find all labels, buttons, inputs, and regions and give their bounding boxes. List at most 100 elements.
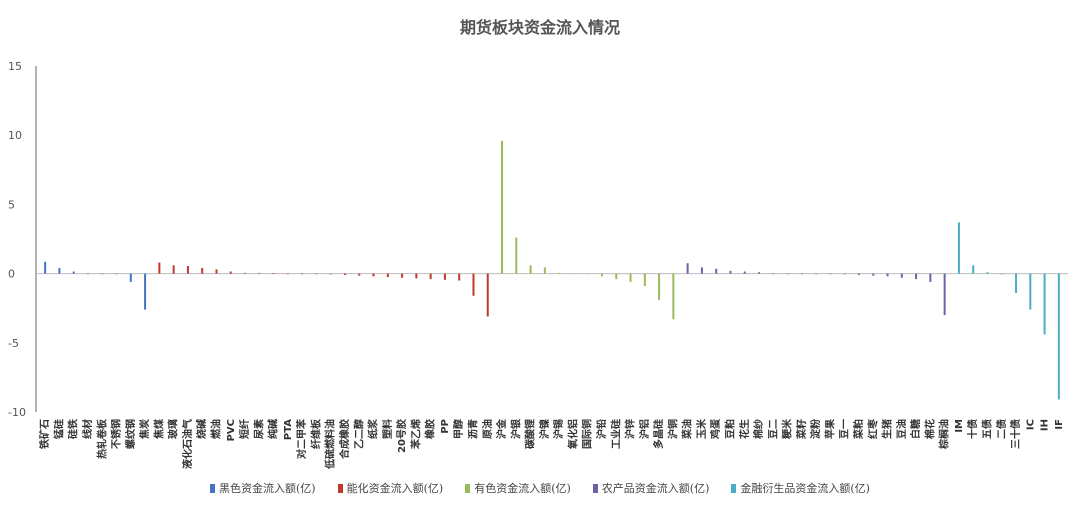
x-tick-label: 焦煤: [152, 419, 165, 440]
x-tick-label: 线材: [81, 419, 94, 439]
x-tick-label: 玉米: [695, 418, 708, 439]
x-tick-label: 豆粕: [723, 419, 736, 439]
bar: [986, 272, 989, 274]
bar: [786, 273, 789, 275]
x-tick-labels: 铁矿石 锰硅 硅铁 线材 热轧卷板 不锈钢 螺纹钢 焦炭 焦煤 玻璃 液化石油气 烧碱 燃油 PVC 短纤尿…: [38, 418, 1065, 470]
bar: [144, 273, 147, 310]
bar: [586, 273, 589, 275]
bar: [643, 273, 646, 287]
x-tick-label: 热轧卷板: [95, 418, 108, 459]
x-tick-label: 不锈钢: [110, 419, 123, 449]
bar: [215, 269, 218, 274]
x-tick-label: 豆二: [767, 419, 779, 439]
bar: [386, 273, 389, 278]
x-tick-label: 沪金: [495, 418, 508, 439]
x-tick-label: 纤维板: [309, 418, 322, 449]
x-tick-label: IF: [1054, 419, 1065, 430]
x-tick-label: IH: [1040, 419, 1051, 431]
x-tick-label: 菜籽: [795, 419, 808, 440]
y-tick-label: 0: [8, 268, 15, 281]
x-tick-label: 碳酸锂: [524, 419, 537, 449]
bar: [315, 273, 318, 275]
bar: [329, 273, 332, 275]
bar: [758, 272, 761, 274]
bar: [1029, 273, 1032, 310]
bar: [558, 272, 561, 274]
bar: [1043, 273, 1046, 335]
bar: [715, 268, 718, 274]
x-tick-label: 鸡蛋: [709, 419, 722, 440]
x-tick-label: 沪锌: [624, 419, 637, 439]
bar: [800, 273, 803, 275]
bar: [772, 273, 775, 275]
x-tick-label: 原油: [481, 419, 494, 439]
bar: [629, 273, 632, 282]
x-tick-label: 沪铅: [595, 419, 608, 439]
bar: [201, 268, 204, 274]
y-tick-label: 15: [8, 60, 22, 73]
bar: [686, 263, 689, 274]
bar: [972, 265, 975, 274]
x-tick-label: 三十债: [1009, 419, 1022, 449]
x-tick-label: 对二甲苯: [295, 418, 308, 459]
bar: [443, 273, 446, 280]
x-tick-label: 多晶硅: [652, 419, 665, 449]
x-tick-label: 合成橡胶: [338, 419, 351, 460]
x-tick-label: 20号胶: [395, 419, 408, 453]
bar: [1000, 273, 1003, 275]
bar: [1015, 273, 1018, 293]
bar: [244, 272, 247, 274]
bar: [743, 271, 746, 274]
bars: [44, 140, 1060, 400]
x-tick-label: 沪镍: [538, 419, 551, 439]
x-tick-label: 棉花: [923, 419, 936, 439]
x-tick-label: 甲醇: [452, 419, 465, 439]
x-tick-label: 菜油: [681, 419, 694, 440]
bar: [415, 273, 418, 279]
legend-item: 金融衍生品资金流入额(亿): [731, 480, 870, 496]
bar: [900, 273, 903, 278]
x-tick-label: 沪银: [509, 418, 522, 439]
x-tick-label: 尿素: [252, 419, 265, 439]
legend-item: 能化资金流入额(亿): [337, 480, 443, 496]
x-tick-label: 乙二醇: [352, 419, 365, 449]
bar: [929, 273, 932, 282]
bar: [815, 273, 818, 275]
legend-swatch: [592, 483, 598, 493]
bar: [486, 273, 489, 317]
bar: [615, 273, 618, 280]
legend-label: 农产品资金流入额(亿): [601, 482, 710, 495]
x-tick-label: 玻璃: [167, 419, 180, 439]
x-tick-label: 粳米: [781, 418, 794, 440]
bar: [600, 273, 603, 277]
bar: [1057, 273, 1060, 400]
x-tick-label: IC: [1025, 419, 1036, 430]
bar: [86, 273, 89, 275]
bar: [44, 261, 47, 274]
legend: 黑色资金流入额(亿) 能化资金流入额(亿) 有色资金流入额(亿) 农产品资金流入额(亿…: [0, 480, 1080, 496]
bar: [272, 273, 275, 274]
bar: [343, 273, 346, 275]
x-tick-label: 锰硅: [52, 419, 65, 439]
bar: [658, 273, 661, 300]
x-tick-label: 苹果: [823, 418, 836, 439]
x-tick-label: 沪锡: [552, 419, 565, 439]
x-tick-label: 豆一: [839, 419, 851, 439]
bar: [529, 265, 532, 274]
bar: [829, 273, 832, 275]
bar: [729, 270, 732, 274]
legend-swatch: [465, 483, 471, 493]
legend-swatch: [337, 483, 343, 493]
y-tick-label: -10: [8, 406, 26, 419]
bar: [572, 273, 575, 275]
legend-item: 有色资金流入额(亿): [465, 480, 571, 496]
x-tick-label: 氧化铝: [566, 419, 579, 450]
x-tick-label: 纸浆: [367, 418, 380, 439]
legend-label: 金融衍生品资金流入额(亿): [740, 482, 870, 495]
bar: [129, 273, 132, 282]
bar: [401, 273, 404, 278]
x-tick-label: 短纤: [238, 419, 251, 439]
x-tick-label: 硅铁: [67, 419, 80, 439]
bar: [957, 222, 960, 274]
bar: [472, 273, 475, 296]
